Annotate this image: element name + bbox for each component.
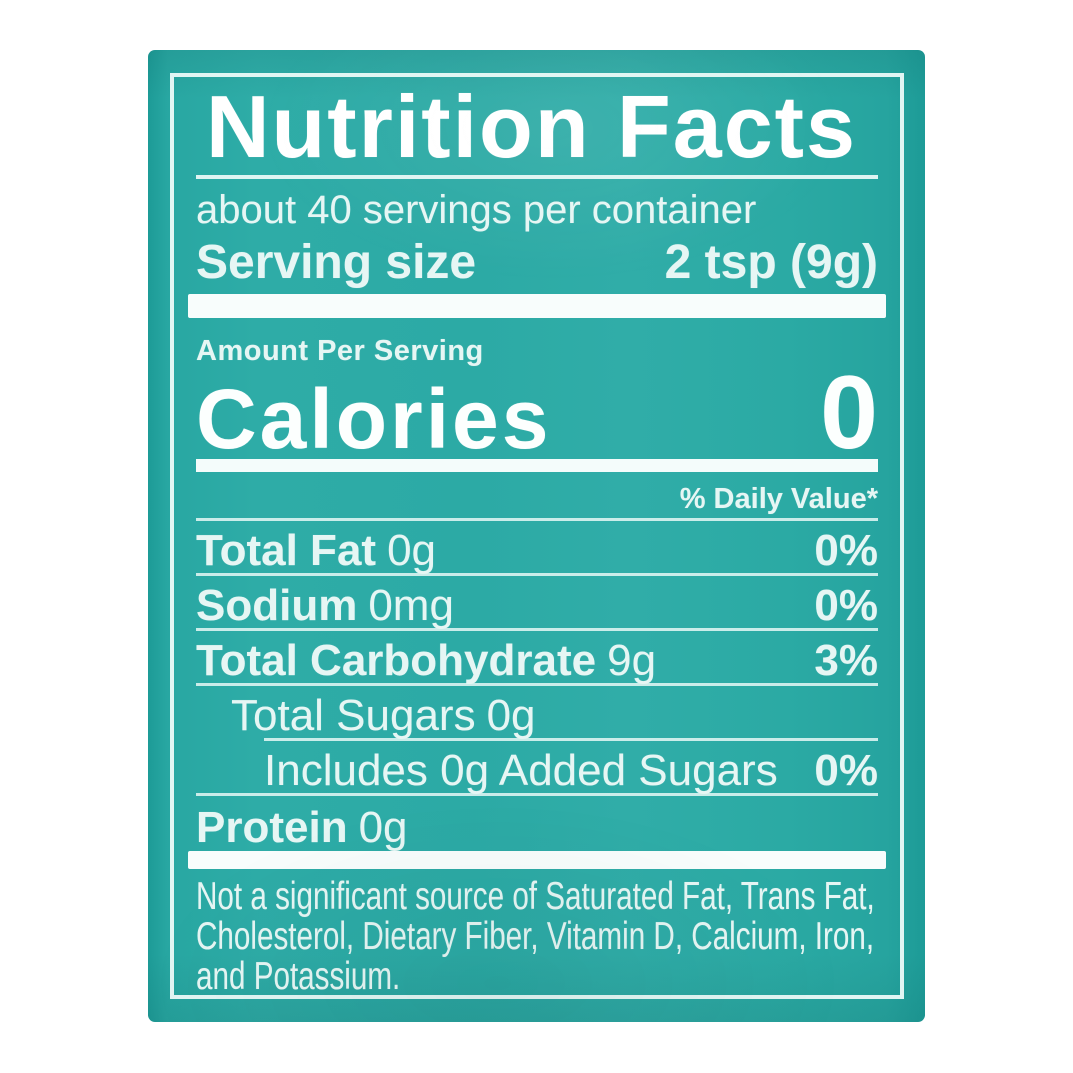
nutrient-row-sodium: Sodium 0mg 0% bbox=[196, 576, 878, 628]
serving-size-value: 2 tsp (9g) bbox=[664, 236, 878, 289]
calories-value: 0 bbox=[820, 355, 878, 471]
nutrient-amount: 9g bbox=[607, 636, 657, 685]
servings-per-container: about 40 servings per container bbox=[196, 188, 757, 232]
calories-row: Calories 0 bbox=[196, 355, 878, 471]
nutrition-facts-title: Nutrition Facts bbox=[206, 77, 857, 176]
nutrient-amount: 0g bbox=[486, 691, 536, 740]
nutrient-amount: 0g bbox=[387, 526, 437, 575]
nutrient-row-total-sugars: Total Sugars 0g bbox=[196, 686, 878, 738]
nutrition-facts-panel: Nutrition Facts about 40 servings per co… bbox=[170, 73, 904, 999]
title-divider bbox=[196, 175, 878, 179]
nutrient-row-total-fat: Total Fat 0g 0% bbox=[196, 521, 878, 573]
nutrient-row-protein: Protein 0g bbox=[196, 798, 878, 850]
nutrient-amount: 0g bbox=[358, 803, 408, 852]
thick-divider-bottom bbox=[188, 851, 886, 869]
nutrient-row-added-sugars: Includes 0g Added Sugars 0% bbox=[196, 741, 878, 793]
nutrient-name: Total Sugars bbox=[231, 691, 476, 740]
nutrient-daily-value: 3% bbox=[814, 636, 878, 685]
nutrient-daily-value: 0% bbox=[814, 746, 878, 795]
divider bbox=[196, 683, 878, 686]
nutrient-daily-value: 0% bbox=[814, 526, 878, 575]
nutrient-name: Sodium bbox=[196, 581, 358, 630]
serving-size-row: Serving size 2 tsp (9g) bbox=[196, 235, 878, 291]
nutrient-name: Total Fat bbox=[196, 526, 377, 575]
divider-indented bbox=[264, 738, 878, 741]
serving-size-label: Serving size bbox=[196, 236, 477, 289]
nutrient-name: Total Carbohydrate bbox=[196, 636, 597, 685]
divider bbox=[196, 628, 878, 631]
nutrient-name: Includes 0g Added Sugars bbox=[264, 746, 778, 795]
footnote: Not a significant source of Saturated Fa… bbox=[196, 875, 878, 998]
calories-label: Calories bbox=[196, 372, 552, 466]
footnote-line: Cholesterol, Dietary Fiber, Vitamin D, C… bbox=[196, 915, 875, 958]
divider bbox=[196, 518, 878, 521]
thick-divider-top bbox=[188, 294, 886, 318]
teal-package: Nutrition Facts about 40 servings per co… bbox=[148, 50, 925, 1022]
nutrient-row-total-carbohydrate: Total Carbohydrate 9g 3% bbox=[196, 631, 878, 683]
divider bbox=[196, 793, 878, 796]
medium-divider bbox=[196, 459, 878, 472]
nutrient-amount: 0mg bbox=[368, 581, 454, 630]
amount-per-serving-label: Amount Per Serving bbox=[196, 335, 484, 367]
footnote-line: Not a significant source of Saturated Fa… bbox=[196, 875, 875, 918]
divider bbox=[196, 573, 878, 576]
daily-value-header: % Daily Value* bbox=[679, 483, 878, 515]
nutrient-daily-value: 0% bbox=[814, 581, 878, 630]
nutrient-name: Protein bbox=[196, 803, 348, 852]
footnote-line: and Potassium. bbox=[196, 955, 401, 998]
